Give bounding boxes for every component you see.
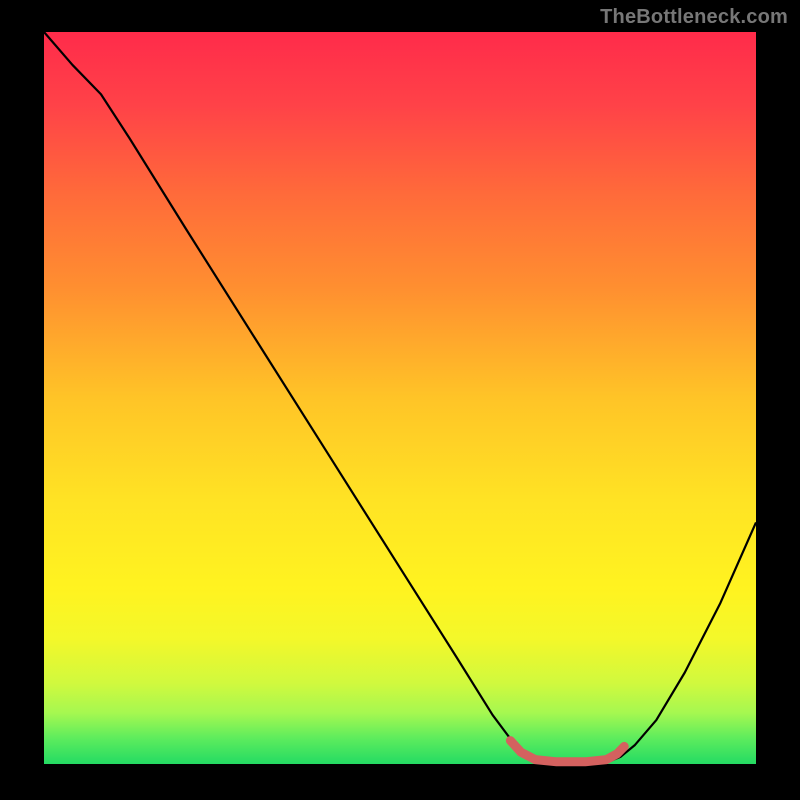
bottleneck-chart <box>0 0 800 800</box>
plot-background <box>44 32 756 764</box>
watermark-text: TheBottleneck.com <box>600 6 788 29</box>
chart-svg <box>0 0 800 800</box>
